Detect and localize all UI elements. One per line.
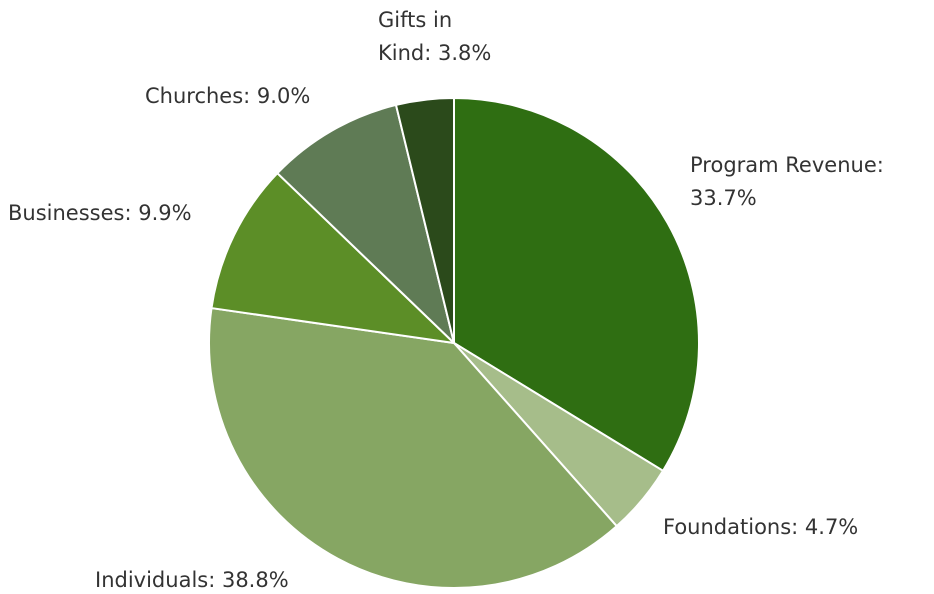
pie-slice	[453, 96, 700, 473]
slice-label: Program Revenue:	[690, 153, 884, 177]
slice-label: Churches: 9.0%	[145, 84, 310, 108]
slice-label: Individuals: 38.8%	[95, 568, 289, 592]
slice-label: Businesses: 9.9%	[8, 201, 192, 225]
pie-slice	[208, 306, 619, 589]
slice-label: Kind: 3.8%	[378, 41, 491, 65]
pie-slice	[210, 171, 457, 345]
slice-label: 33.7%	[690, 186, 757, 210]
slice-label: Foundations: 4.7%	[663, 515, 858, 539]
pie-slice	[394, 96, 455, 344]
slice-label: Gifts in	[378, 8, 452, 32]
